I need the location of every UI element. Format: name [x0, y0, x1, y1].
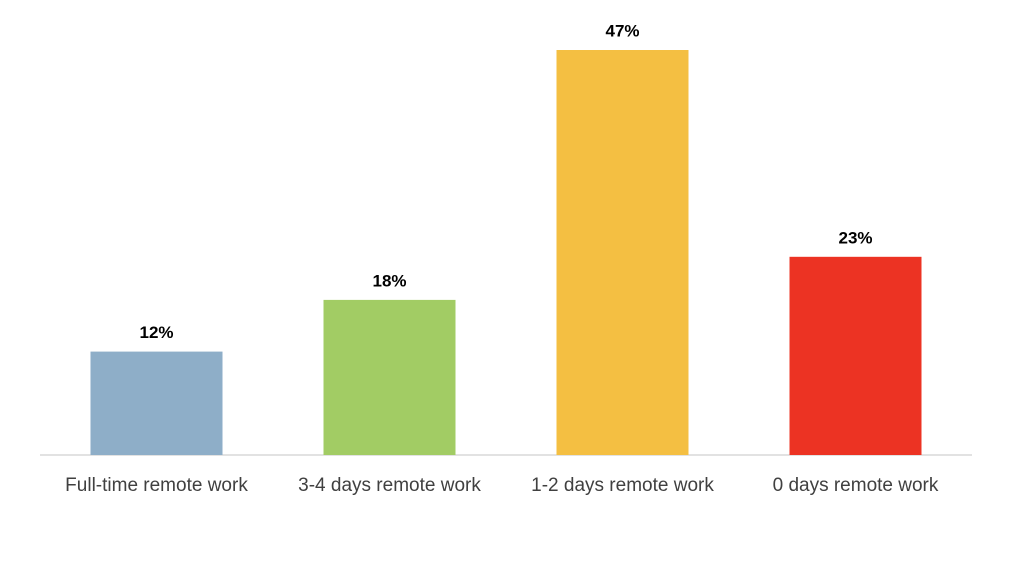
x-tick-label: Full-time remote work	[65, 475, 248, 496]
x-tick-label: 3-4 days remote work	[298, 475, 481, 496]
bar	[789, 256, 922, 455]
bar	[556, 50, 689, 455]
value-label: 47%	[605, 21, 639, 40]
value-label: 12%	[139, 323, 173, 342]
bar	[90, 351, 223, 455]
x-tick-label: 1-2 days remote work	[531, 475, 714, 496]
value-label: 18%	[372, 271, 406, 290]
value-label: 23%	[838, 228, 872, 247]
bar	[323, 299, 456, 455]
x-tick-label: 0 days remote work	[773, 475, 939, 496]
